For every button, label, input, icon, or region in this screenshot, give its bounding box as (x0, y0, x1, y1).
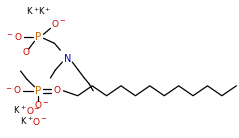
Text: O: O (26, 107, 33, 116)
Text: −: − (33, 106, 39, 112)
Text: P: P (35, 86, 42, 96)
Text: P: P (35, 32, 42, 42)
Text: K: K (20, 117, 25, 126)
Text: −: − (43, 100, 48, 106)
Text: N: N (64, 54, 71, 64)
Text: +: + (27, 116, 32, 121)
Text: −: − (6, 86, 11, 92)
Text: K: K (26, 7, 31, 16)
Text: O: O (33, 118, 40, 127)
Text: O: O (22, 48, 29, 57)
Text: K: K (38, 7, 43, 16)
Text: O: O (14, 33, 21, 42)
Text: −: − (40, 116, 46, 123)
Text: O: O (35, 101, 42, 110)
Text: +: + (45, 7, 50, 12)
Text: +: + (20, 105, 25, 110)
Text: −: − (7, 32, 13, 38)
Text: K: K (13, 106, 18, 115)
Text: +: + (33, 7, 38, 12)
Text: −: − (60, 18, 65, 24)
Text: O: O (54, 86, 61, 95)
Text: O: O (52, 20, 59, 29)
Text: O: O (13, 86, 20, 95)
